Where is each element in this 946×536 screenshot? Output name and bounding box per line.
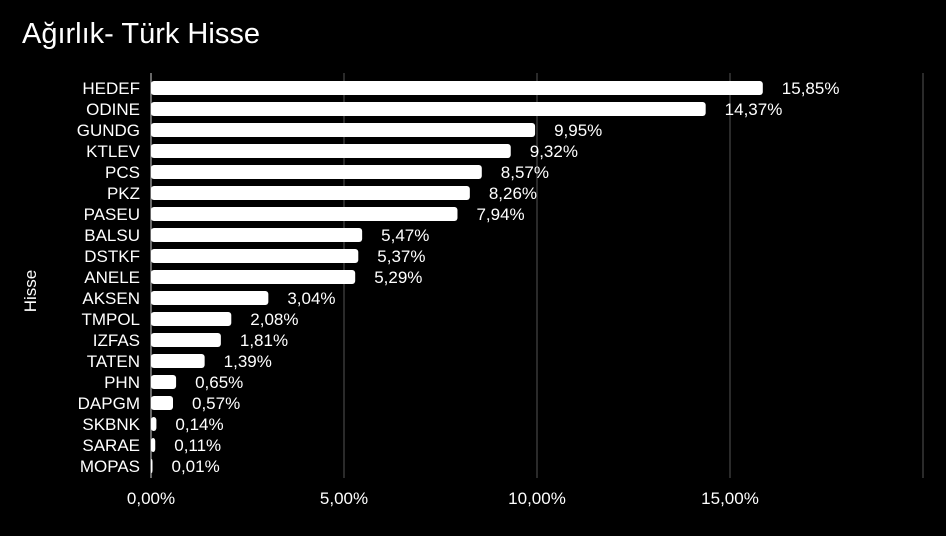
category-label: KTLEV [86,142,141,161]
bar [151,312,232,326]
category-label: PHN [104,373,140,392]
category-label: TMPOL [81,310,140,329]
data-label: 0,14% [175,415,223,434]
bar [151,207,458,221]
data-label: 0,65% [195,373,243,392]
bar [151,375,177,389]
bar [151,81,763,95]
bar [151,165,482,179]
category-label: MOPAS [80,457,140,476]
bar [151,396,174,410]
data-label: 14,37% [725,100,783,119]
data-label: 1,39% [224,352,272,371]
category-label: PCS [105,163,140,182]
data-label: 9,95% [554,121,602,140]
data-label: 8,57% [501,163,549,182]
bar [151,186,470,200]
category-label: DSTKF [84,247,140,266]
bar [151,438,156,452]
bar [151,333,221,347]
x-tick-label: 10,00% [508,489,566,508]
data-label: 0,57% [192,394,240,413]
data-label: 1,81% [240,331,288,350]
bar [151,270,356,284]
data-label: 5,47% [381,226,429,245]
x-tick-label: 15,00% [701,489,759,508]
data-label: 5,37% [377,247,425,266]
category-label: BALSU [84,226,140,245]
data-label: 5,29% [374,268,422,287]
category-label: ANELE [84,268,140,287]
category-label: HEDEF [82,79,140,98]
category-label: IZFAS [93,331,140,350]
bar [151,144,511,158]
x-tick-label: 5,00% [320,489,368,508]
category-label: ODINE [86,100,140,119]
category-label: DAPGM [78,394,140,413]
data-label: 3,04% [287,289,335,308]
data-label: 2,08% [250,310,298,329]
data-label: 8,26% [489,184,537,203]
data-label: 15,85% [782,79,840,98]
bar [151,249,359,263]
category-label: GUNDG [77,121,140,140]
bar [151,123,536,137]
bar [151,459,153,473]
category-label: TATEN [87,352,140,371]
chart-title: Ağırlık- Türk Hisse [22,18,260,50]
bar [151,102,706,116]
data-label: 0,01% [172,457,220,476]
category-label: PKZ [107,184,140,203]
category-label: AKSEN [82,289,140,308]
data-label: 7,94% [476,205,524,224]
x-tick-label: 0,00% [127,489,175,508]
data-label: 0,11% [174,436,221,455]
category-label: SKBNK [82,415,140,434]
bar [151,354,205,368]
category-label: PASEU [84,205,140,224]
category-label: SARAE [82,436,140,455]
bar [151,417,157,431]
data-label: 9,32% [530,142,578,161]
bar [151,291,269,305]
bar [151,228,363,242]
